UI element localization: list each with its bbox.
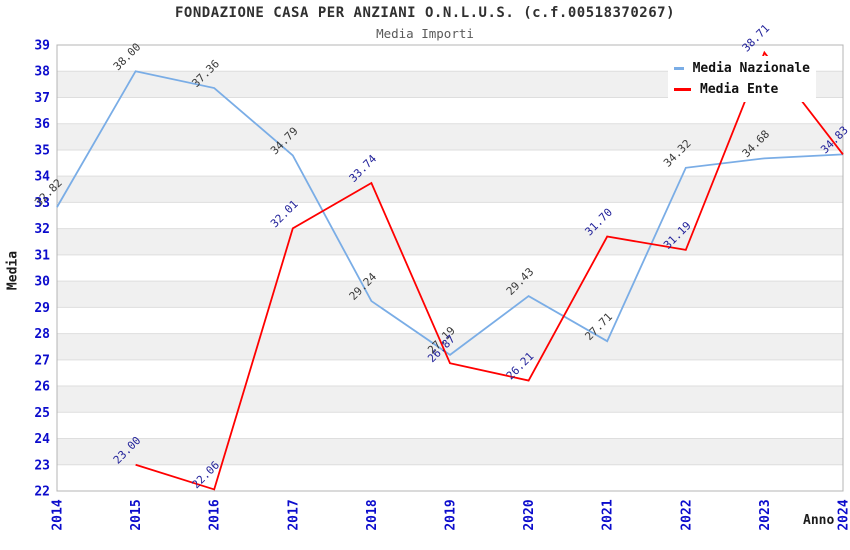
x-tick-label: 2015 [129, 499, 144, 530]
grid-band [57, 123, 843, 150]
y-tick-label: 22 [34, 485, 50, 500]
x-tick-label: 2023 [758, 499, 773, 530]
y-tick-label: 30 [34, 275, 50, 290]
legend-label: Media Ente [700, 82, 779, 97]
legend: Media Nazionale Media Ente [668, 56, 816, 102]
legend-item-media-nazionale: Media Nazionale [674, 58, 810, 79]
y-tick-label: 29 [34, 301, 50, 316]
x-tick-label: 2014 [51, 499, 66, 530]
plot-border [56, 44, 844, 492]
y-tick-label: 38 [34, 65, 50, 80]
y-tick-label: 24 [34, 432, 50, 447]
y-tick-label: 33 [34, 196, 50, 211]
y-tick-label: 27 [34, 353, 50, 368]
x-tick-label: 2018 [365, 499, 380, 530]
y-tick-label: 34 [34, 170, 50, 185]
series-line-media-nazionale [56, 70, 844, 356]
y-tick-label: 32 [34, 222, 50, 237]
y-tick-label: 36 [34, 117, 50, 132]
grid-band [57, 438, 843, 465]
y-tick-label: 25 [34, 406, 50, 421]
series-line-media-ente [135, 50, 844, 491]
grid-band [57, 281, 843, 308]
x-tick-label: 2020 [522, 499, 537, 530]
y-tick-label: 28 [34, 327, 50, 342]
x-axis-title: Anno [803, 513, 835, 528]
x-tick-label: 2017 [286, 499, 301, 530]
y-tick-label: 35 [34, 143, 50, 158]
grid-band [57, 176, 843, 203]
y-tick-label: 23 [34, 458, 50, 473]
y-axis-title: Media [5, 250, 21, 291]
x-tick-label: 2019 [444, 499, 459, 530]
y-tick-label: 39 [34, 39, 50, 54]
y-tick-label: 26 [34, 380, 50, 395]
legend-label: Media Nazionale [692, 61, 810, 76]
legend-swatch-media-nazionale-icon [674, 67, 684, 70]
x-tick-label: 2022 [679, 499, 694, 530]
chart-title: FONDAZIONE CASA PER ANZIANI O.N.L.U.S. (… [174, 5, 675, 21]
x-tick-label: 2016 [208, 499, 223, 530]
x-tick-label: 2024 [837, 499, 850, 530]
grid-band [57, 386, 843, 413]
y-tick-label: 37 [34, 91, 50, 106]
legend-item-media-ente: Media Ente [674, 79, 810, 100]
y-tick-label: 31 [34, 248, 50, 263]
legend-swatch-media-ente-icon [674, 88, 691, 91]
chart-subtitle: Media Importi [376, 26, 474, 41]
x-tick-label: 2021 [601, 499, 616, 530]
grid-band [57, 228, 843, 255]
